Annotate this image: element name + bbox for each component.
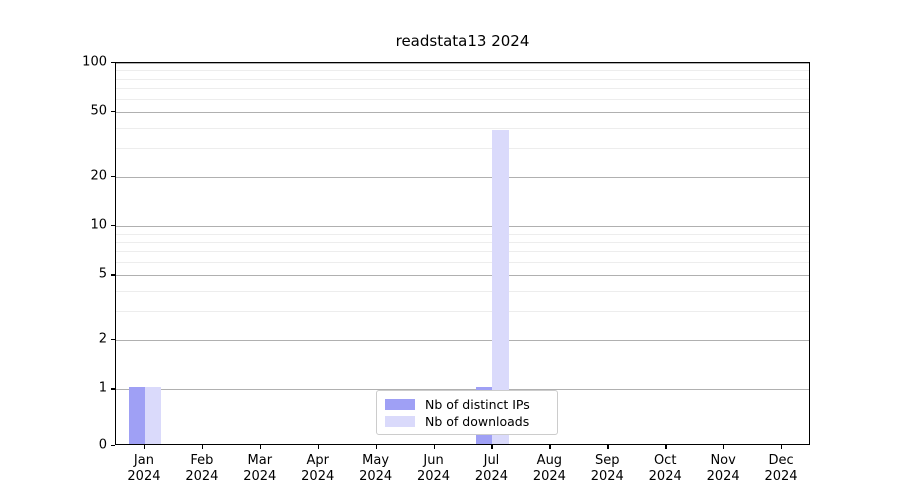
bar xyxy=(144,387,162,444)
legend-label-downloads: Nb of downloads xyxy=(425,414,530,429)
y-axis-tick-mark xyxy=(111,111,115,113)
gridline-minor xyxy=(116,78,809,80)
gridline-minor xyxy=(116,70,809,72)
x-axis-tick-mark xyxy=(607,445,609,449)
x-axis-tick-label: Jun 2024 xyxy=(416,453,451,484)
x-axis-tick-mark xyxy=(259,445,262,449)
legend-item: Nb of downloads xyxy=(385,413,549,430)
gridline-minor xyxy=(116,88,809,90)
y-axis-tick-mark xyxy=(111,176,115,178)
gridline-minor xyxy=(116,262,809,264)
legend-label-distinct-ips: Nb of distinct IPs xyxy=(425,397,530,412)
gridline-major xyxy=(116,275,809,277)
gridline-major xyxy=(116,177,809,179)
y-axis-tick-label: 50 xyxy=(90,103,107,119)
gridline-minor xyxy=(116,251,809,253)
gridline-major xyxy=(116,63,809,64)
chart-title: readstata13 2024 xyxy=(395,32,530,50)
x-axis-tick-mark xyxy=(781,445,783,449)
gridline-major xyxy=(116,389,809,391)
x-axis-tick-label: Oct 2024 xyxy=(648,453,682,484)
gridline-minor xyxy=(116,127,809,129)
x-axis-tick-label: May 2024 xyxy=(359,453,393,484)
gridline-major xyxy=(116,226,809,228)
x-axis-tick-mark xyxy=(375,445,377,449)
legend-swatch-distinct-ips xyxy=(385,399,415,410)
gridline-minor xyxy=(116,148,809,150)
x-axis-tick-mark xyxy=(143,445,146,449)
x-axis-tick-mark xyxy=(665,445,667,449)
x-axis-tick-label: Feb 2024 xyxy=(185,453,219,484)
x-axis-tick-label: Sep 2024 xyxy=(590,453,624,484)
legend-item: Nb of distinct IPs xyxy=(385,396,549,413)
y-axis-tick-marks xyxy=(111,62,125,447)
x-axis-tick-mark xyxy=(491,445,493,449)
x-axis-tick-label: Jul 2024 xyxy=(474,453,508,484)
gridline-major xyxy=(116,112,809,114)
bar xyxy=(492,129,509,444)
gridline-minor xyxy=(116,291,809,293)
bar xyxy=(128,387,145,444)
y-axis-tick-mark xyxy=(111,62,115,64)
gridline-major xyxy=(116,340,809,342)
gridline-minor xyxy=(116,311,809,313)
y-axis-tick-label: 2 xyxy=(98,331,107,347)
x-axis-tick-mark xyxy=(549,445,551,449)
x-axis-tick-mark xyxy=(723,445,725,449)
y-axis-tick-mark xyxy=(111,445,115,447)
y-axis-tick-label: 5 xyxy=(98,266,107,282)
y-axis-tick-label: 100 xyxy=(82,54,107,70)
x-axis-tick-mark xyxy=(317,445,319,449)
x-axis-tick-mark xyxy=(433,445,435,449)
gridline-minor xyxy=(116,241,809,243)
x-axis-tick-label: Dec 2024 xyxy=(764,453,798,484)
x-axis-ticks: Jan 2024 Feb 2024 Mar 2024 Apr 2024 May 2024 Jun 20… xyxy=(115,445,810,500)
y-axis-tick-mark xyxy=(111,225,115,227)
x-axis-tick-label: Mar 2024 xyxy=(243,453,277,484)
y-axis-tick-mark xyxy=(111,388,115,390)
chart-legend: Nb of distinct IPs Nb of downloads xyxy=(376,390,558,435)
x-axis-tick-mark xyxy=(201,445,204,449)
x-axis-tick-label: Jan 2024 xyxy=(127,453,161,484)
y-axis-tick-label: 0 xyxy=(98,437,107,453)
y-axis-tick-label: 10 xyxy=(90,217,107,233)
y-axis-tick-mark xyxy=(111,274,115,276)
gridlines xyxy=(116,63,809,444)
y-axis-tick-label: 1 xyxy=(98,380,107,396)
bars-layer xyxy=(116,63,809,444)
gridline-minor xyxy=(116,99,809,101)
plot-area xyxy=(115,62,810,445)
x-axis-tick-label: Aug 2024 xyxy=(532,453,566,484)
y-axis-tick-mark xyxy=(111,339,115,341)
legend-swatch-downloads xyxy=(385,416,415,427)
x-axis-tick-label: Apr 2024 xyxy=(301,453,335,484)
y-axis-tick-label: 20 xyxy=(90,168,107,184)
gridline-minor xyxy=(116,233,809,235)
x-axis-tick-label: Nov 2024 xyxy=(706,453,740,484)
y-axis-tick-labels: 0 1 2 5 10 20 50 100 xyxy=(0,55,115,453)
